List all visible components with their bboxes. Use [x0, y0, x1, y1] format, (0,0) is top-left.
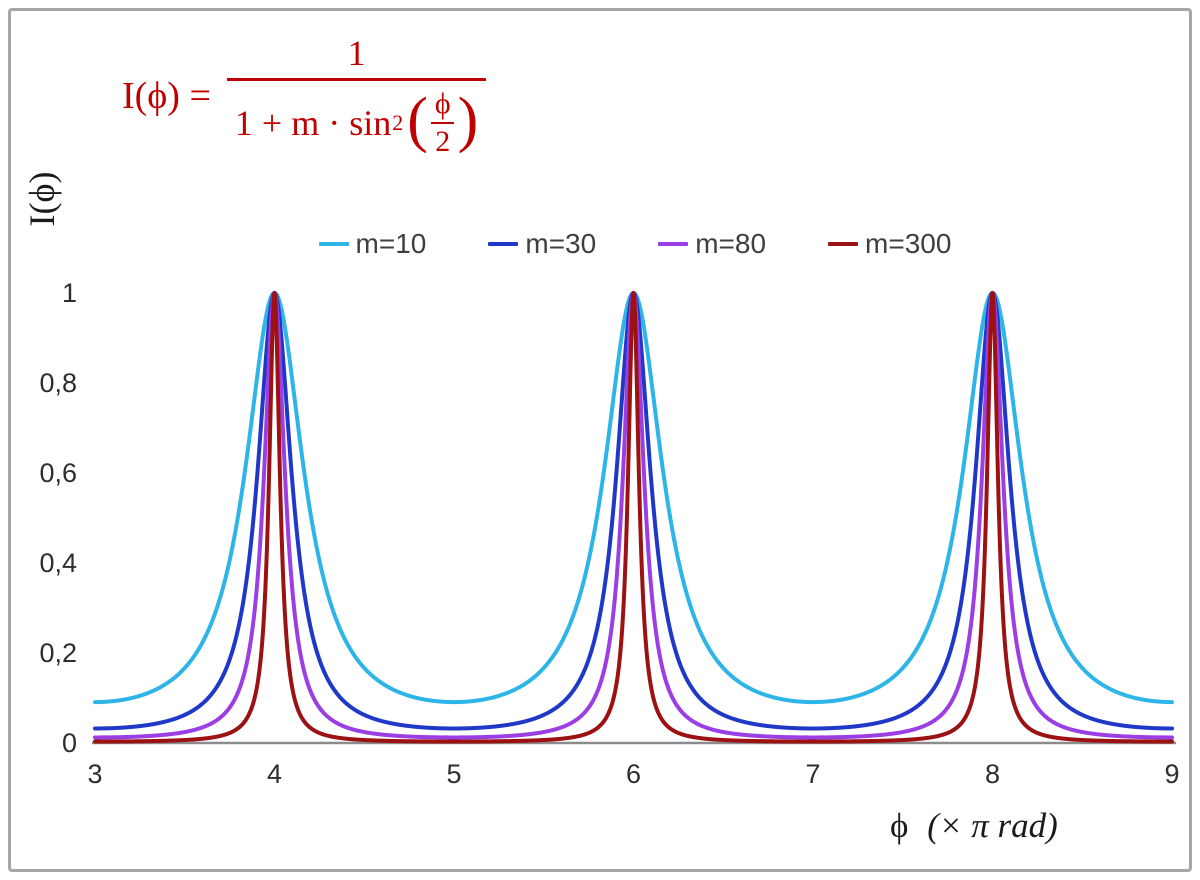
formula-inner-numerator: ϕ — [434, 87, 451, 120]
y-tick-label: 0,6 — [39, 458, 77, 488]
formula-denominator: 1 + m · sin 2 ( ϕ 2 ) — [226, 78, 487, 159]
formula-fraction: 1 1 + m · sin 2 ( ϕ 2 ) — [226, 32, 487, 159]
formula-lhs: I(ϕ) = — [122, 74, 211, 117]
x-axis-title-phi: ϕ — [890, 806, 909, 845]
x-tick-label: 6 — [626, 759, 641, 789]
series-line-m=300 — [93, 291, 1174, 744]
x-tick-label: 9 — [1164, 759, 1179, 789]
y-tick-label: 0,2 — [39, 638, 77, 668]
legend-label-m10: m=10 — [355, 228, 427, 259]
x-tick-label: 3 — [87, 759, 102, 789]
y-tick-label: 1 — [62, 278, 77, 308]
legend-swatch-m300 — [828, 242, 859, 246]
close-paren: ) — [457, 86, 479, 154]
legend-item-m30: m=30 — [488, 228, 596, 260]
open-paren: ( — [407, 86, 428, 154]
series-line-m=30 — [93, 291, 1174, 731]
y-axis-title: I(ϕ) — [22, 171, 62, 227]
x-tick-label: 4 — [267, 759, 282, 789]
formula-denom-exponent: 2 — [392, 110, 404, 135]
legend-label-m300: m=300 — [865, 228, 952, 259]
legend: m=10 m=30 m=80 m=300 — [95, 228, 1175, 260]
legend-label-m30: m=30 — [525, 228, 597, 259]
legend-label-m80: m=80 — [695, 228, 767, 259]
formula-denom-prefix: 1 + m · sin — [234, 103, 392, 143]
x-axis-title-unit: (× π rad) — [927, 806, 1058, 845]
x-tick-label: 5 — [446, 759, 461, 789]
y-tick-label: 0,8 — [39, 368, 77, 398]
x-tick-label: 8 — [985, 759, 1000, 789]
y-tick-label: 0 — [62, 728, 77, 758]
legend-swatch-m10 — [318, 242, 349, 246]
legend-item-m80: m=80 — [658, 228, 766, 260]
legend-swatch-m30 — [488, 242, 519, 246]
formula-annotation: I(ϕ) = 1 1 + m · sin 2 ( ϕ 2 ) — [122, 32, 487, 159]
x-tick-label: 7 — [805, 759, 820, 789]
legend-item-m10: m=10 — [318, 228, 427, 260]
legend-item-m300: m=300 — [828, 228, 951, 260]
formula-inner-denominator: 2 — [431, 122, 455, 159]
y-tick-label: 0,4 — [39, 548, 77, 578]
formula-numerator: 1 — [347, 33, 366, 73]
legend-swatch-m80 — [658, 242, 689, 246]
formula-inner-fraction: ϕ 2 — [431, 87, 455, 159]
series-line-m=80 — [93, 291, 1174, 740]
x-axis-title: ϕ (× π rad) — [890, 806, 1058, 846]
